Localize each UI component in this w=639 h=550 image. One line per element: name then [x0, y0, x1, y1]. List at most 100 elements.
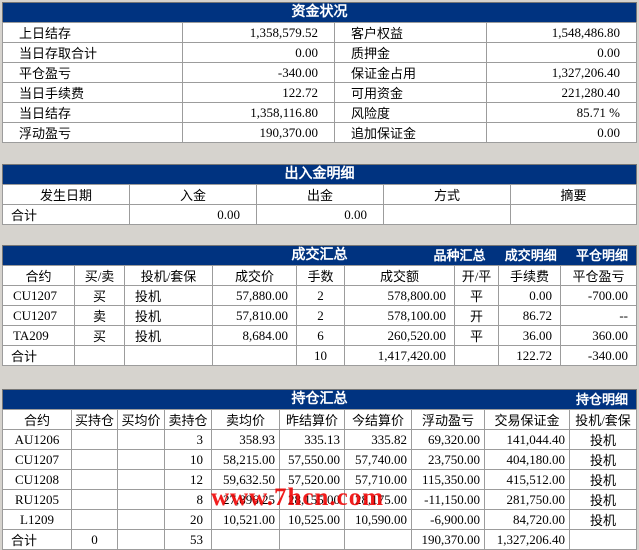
total-row: 合计 10 1,417,420.00 122.72 -340.00: [2, 345, 637, 366]
total-row: 合计 0.00 0.00: [2, 204, 637, 225]
funds-label: 风险度: [334, 102, 487, 123]
long-qty-cell: [71, 509, 118, 530]
lots-total: 10: [296, 345, 345, 366]
funds-label: 当日存取合计: [2, 42, 183, 63]
table-row: 平仓盈亏 -340.00 保证金占用 1,327,206.40: [2, 62, 637, 83]
funds-header-bar: 资金状况: [2, 2, 637, 22]
funds-value: 190,370.00: [182, 122, 335, 143]
table-row: 当日存取合计 0.00 质押金 0.00: [2, 42, 637, 63]
amount-cell: 578,800.00: [344, 285, 455, 306]
trades-table: 合约 买/卖 投机/套保 成交价 手数 成交额 开/平 手续费 平仓盈亏 CU1…: [2, 265, 637, 366]
column-header: 交易保证金: [484, 409, 570, 430]
funds-value: 0.00: [486, 122, 637, 143]
hedge-cell: 投机: [124, 305, 213, 326]
contract-cell: CU1208: [2, 469, 72, 490]
price-cell: [212, 345, 297, 366]
funds-value: -340.00: [182, 62, 335, 83]
amount-total: 1,417,420.00: [344, 345, 455, 366]
lots-cell: 2: [296, 305, 345, 326]
today-settle-cell: 28,175.00: [344, 489, 412, 510]
short-avg-cell: 358.93: [211, 429, 280, 450]
funds-label: 当日手续费: [2, 82, 183, 103]
price-cell: 57,810.00: [212, 305, 297, 326]
side-cell: 买: [74, 285, 125, 306]
today-settle-cell: 57,740.00: [344, 449, 412, 470]
contract-cell: CU1207: [2, 449, 72, 470]
table-row: 浮动盈亏 190,370.00 追加保证金 0.00: [2, 122, 637, 143]
cashflow-section: 出入金明细 发生日期 入金 出金 方式 摘要 合计 0.00 0.00: [2, 164, 637, 225]
table-header-row: 发生日期 入金 出金 方式 摘要: [2, 184, 637, 205]
contract-cell: TA209: [2, 325, 75, 346]
amount-cell: 260,520.00: [344, 325, 455, 346]
trades-links: 品种汇总 成交明细 平仓明细: [417, 246, 628, 265]
hedge-cell: 投机: [569, 449, 637, 470]
table-header-row: 合约 买持仓 买均价 卖持仓 卖均价 昨结算价 今结算价 浮动盈亏 交易保证金 …: [2, 409, 637, 430]
link-position-detail[interactable]: 持仓明细: [575, 392, 628, 407]
long-avg-cell: [117, 469, 165, 490]
contract-cell: AU1206: [2, 429, 72, 450]
table-row: 上日结存 1,358,579.52 客户权益 1,548,486.80: [2, 22, 637, 43]
long-qty-cell: [71, 449, 118, 470]
long-avg-cell: [117, 449, 165, 470]
cashflow-header-bar: 出入金明细: [2, 164, 637, 184]
prev-settle-cell: 10,525.00: [279, 509, 345, 530]
margin-cell: 281,750.00: [484, 489, 570, 510]
long-avg-cell: [117, 489, 165, 510]
total-label: 合计: [2, 204, 130, 225]
cashflow-table: 发生日期 入金 出金 方式 摘要 合计 0.00 0.00: [2, 184, 637, 225]
column-header: 摘要: [510, 184, 637, 205]
table-row: 当日手续费 122.72 可用资金 221,280.40: [2, 82, 637, 103]
float-pnl-total: 190,370.00: [411, 529, 485, 550]
long-qty-cell: [71, 489, 118, 510]
amount-cell: 578,100.00: [344, 305, 455, 326]
funds-value: 1,358,579.52: [182, 22, 335, 43]
column-header: 合约: [2, 265, 75, 286]
today-settle-cell: 335.82: [344, 429, 412, 450]
table-row: CU1207 卖 投机 57,810.00 2 578,100.00 开 86.…: [2, 305, 637, 326]
trades-title: 成交汇总: [291, 248, 348, 263]
openclose-cell: 开: [454, 305, 499, 326]
openclose-cell: [454, 345, 499, 366]
long-avg-cell: [117, 509, 165, 530]
column-header: 入金: [129, 184, 257, 205]
short-qty-cell: 3: [164, 429, 212, 450]
long-qty-cell: [71, 429, 118, 450]
margin-cell: 141,044.40: [484, 429, 570, 450]
long-avg-cell: [117, 529, 165, 550]
link-trade-detail[interactable]: 成交明细: [504, 248, 557, 263]
table-row: AU1206 3 358.93 335.13 335.82 69,320.00 …: [2, 429, 637, 450]
price-cell: 8,684.00: [212, 325, 297, 346]
link-variety-summary[interactable]: 品种汇总: [433, 248, 486, 263]
column-header: 开/平: [454, 265, 499, 286]
side-cell: 买: [74, 325, 125, 346]
funds-label: 保证金占用: [334, 62, 487, 83]
table-row: RU1205 8 27,896.25 28,155.00 28,175.00 -…: [2, 489, 637, 510]
funds-title: 资金状况: [291, 5, 348, 20]
openclose-cell: 平: [454, 325, 499, 346]
column-header: 手数: [296, 265, 345, 286]
funds-value: 221,280.40: [486, 82, 637, 103]
short-qty-cell: 8: [164, 489, 212, 510]
prev-settle-cell: 57,550.00: [279, 449, 345, 470]
funds-value: 1,327,206.40: [486, 62, 637, 83]
prev-settle-cell: [279, 529, 345, 550]
margin-cell: 404,180.00: [484, 449, 570, 470]
pnl-cell: -700.00: [560, 285, 637, 306]
link-close-detail[interactable]: 平仓明细: [575, 248, 628, 263]
column-header: 买均价: [117, 409, 165, 430]
contract-cell: L1209: [2, 509, 72, 530]
column-header: 今结算价: [344, 409, 412, 430]
table-header-row: 合约 买/卖 投机/套保 成交价 手数 成交额 开/平 手续费 平仓盈亏: [2, 265, 637, 286]
lots-cell: 2: [296, 285, 345, 306]
hedge-cell: 投机: [569, 429, 637, 450]
contract-cell: CU1207: [2, 285, 75, 306]
short-qty-total: 53: [164, 529, 212, 550]
table-row: CU1208 12 59,632.50 57,520.00 57,710.00 …: [2, 469, 637, 490]
float-pnl-cell: 23,750.00: [411, 449, 485, 470]
funds-label: 平仓盈亏: [2, 62, 183, 83]
margin-cell: 415,512.00: [484, 469, 570, 490]
column-header: 出金: [256, 184, 384, 205]
funds-value: 1,548,486.80: [486, 22, 637, 43]
funds-status-section: 资金状况 上日结存 1,358,579.52 客户权益 1,548,486.80…: [2, 2, 637, 143]
cashflow-title: 出入金明细: [284, 167, 355, 182]
